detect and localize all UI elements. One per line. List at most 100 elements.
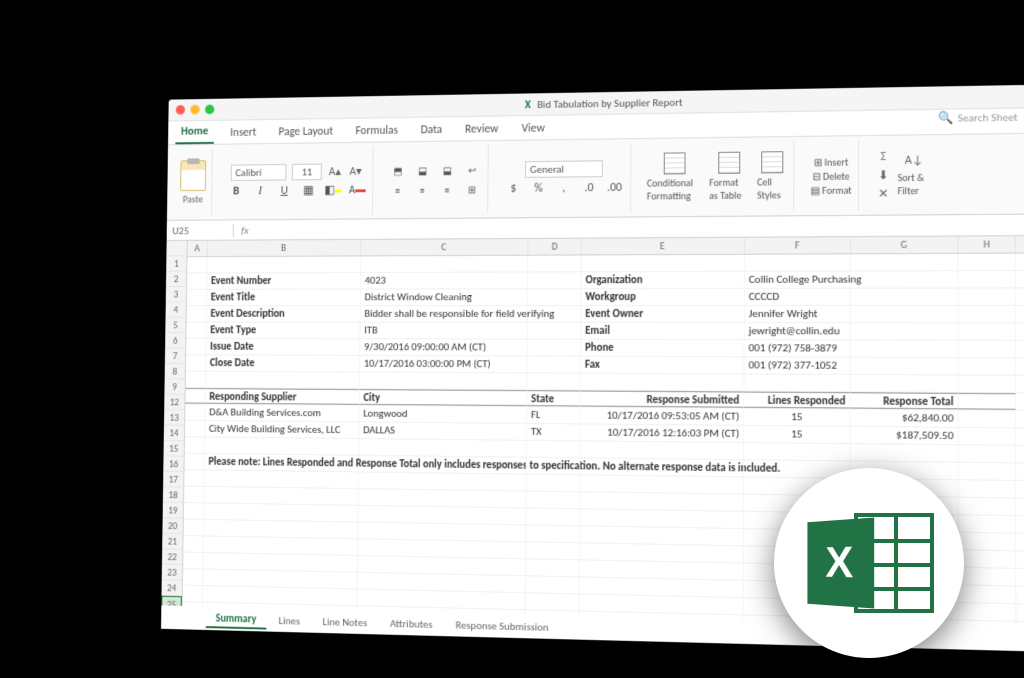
row-header[interactable]: 26 (161, 611, 181, 626)
col-a[interactable]: A (187, 241, 207, 256)
row-header[interactable]: 19 (163, 503, 183, 519)
row-header[interactable]: 7 (165, 348, 185, 363)
wrap-text-icon[interactable]: ↩ (463, 161, 482, 179)
sheet-tab-line-notes[interactable]: Line Notes (312, 612, 378, 632)
col-c[interactable]: C (361, 239, 528, 256)
col-b[interactable]: B (208, 240, 362, 256)
name-box[interactable]: U25 (167, 224, 234, 237)
align-left-icon[interactable]: ≡ (388, 181, 407, 199)
align-center-icon[interactable]: ≡ (413, 181, 432, 199)
sheet-tab-summary[interactable]: Summary (205, 608, 266, 629)
row-header[interactable]: 16 (163, 456, 183, 472)
tab-home[interactable]: Home (175, 121, 214, 144)
tab-view[interactable]: View (516, 118, 551, 140)
decrease-decimal-icon[interactable]: .00 (605, 178, 625, 196)
cell-submitted[interactable]: 10/17/2016 12:16:03 PM (CT) (581, 424, 745, 442)
merge-icon[interactable]: ⊞ (462, 180, 481, 198)
cell-total[interactable]: $62,840.00 (851, 410, 959, 427)
clear-icon[interactable]: ✕ (875, 185, 891, 201)
col-g[interactable]: G (851, 237, 959, 254)
paste-icon[interactable] (180, 160, 206, 191)
autosum-icon[interactable]: Σ (875, 149, 891, 165)
row-header[interactable]: 23 (162, 565, 182, 581)
align-top-icon[interactable]: ⬒ (388, 162, 407, 180)
fill-icon[interactable]: ⬇ (875, 167, 891, 183)
format-as-table-button[interactable]: Format as Table (709, 152, 749, 202)
col-e[interactable]: E (582, 238, 745, 255)
increase-font-icon[interactable]: A▴ (327, 163, 342, 179)
row-header[interactable]: 14 (164, 425, 184, 441)
row-header[interactable]: 25 (161, 596, 181, 612)
cell-total[interactable]: $187,509.50 (851, 427, 959, 444)
increase-decimal-icon[interactable]: .0 (579, 179, 599, 197)
cell-styles-button[interactable]: Cell Styles (757, 151, 787, 201)
tab-formulas[interactable]: Formulas (350, 120, 404, 142)
col-h[interactable]: H (959, 236, 1016, 253)
insert-icon[interactable]: ⊞ (814, 155, 823, 168)
row-header[interactable]: 9 (164, 379, 184, 395)
tab-insert[interactable]: Insert (225, 122, 262, 144)
row-header[interactable]: 6 (165, 333, 185, 348)
format-icon[interactable]: ▤ (810, 183, 820, 196)
bold-button[interactable]: B (227, 182, 246, 199)
currency-icon[interactable]: $ (504, 179, 523, 197)
cell-city[interactable]: Longwood (359, 406, 527, 423)
delete-label[interactable]: Delete (823, 169, 850, 182)
tab-data[interactable]: Data (415, 119, 448, 141)
cell-lines[interactable]: 15 (744, 426, 850, 443)
format-label[interactable]: Format (822, 183, 852, 196)
cell-supplier[interactable]: City Wide Building Services, LLC (205, 421, 359, 438)
row-header[interactable]: 21 (162, 534, 182, 550)
border-button[interactable]: ▦ (299, 182, 318, 200)
number-format-select[interactable]: General (525, 160, 603, 178)
decrease-font-icon[interactable]: A▾ (348, 163, 363, 179)
conditional-formatting-button[interactable]: Conditional Formatting (647, 152, 702, 202)
row-header[interactable]: 13 (164, 410, 184, 426)
sheet-tab-response-submission[interactable]: Response Submission (445, 615, 560, 637)
row-header[interactable]: 2 (166, 272, 186, 287)
cell-submitted[interactable]: 10/17/2016 09:53:05 AM (CT) (581, 407, 745, 424)
cell-city[interactable]: DALLAS (359, 422, 527, 439)
row-header[interactable]: 17 (163, 472, 183, 488)
tab-review[interactable]: Review (459, 118, 504, 140)
row-header[interactable]: 24 (161, 580, 181, 596)
maximize-window-button[interactable] (205, 105, 214, 115)
sheet-tab-attributes[interactable]: Attributes (380, 613, 444, 633)
italic-button[interactable]: I (251, 182, 270, 200)
comma-icon[interactable]: , (554, 179, 574, 197)
font-color-button[interactable]: A (348, 181, 367, 199)
row-header[interactable]: 4 (166, 302, 186, 317)
row-header[interactable]: 5 (165, 318, 185, 333)
formula-input[interactable] (256, 225, 1024, 230)
row-header[interactable]: 8 (165, 364, 185, 380)
ribbon-search[interactable]: 🔍 Search Sheet (938, 110, 1017, 126)
insert-label[interactable]: Insert (824, 155, 848, 168)
cell-state[interactable]: FL (527, 407, 581, 423)
row-header[interactable]: 22 (162, 549, 182, 565)
row-header[interactable]: 20 (162, 518, 182, 534)
tab-page-layout[interactable]: Page Layout (273, 121, 339, 143)
minimize-window-button[interactable] (190, 105, 199, 115)
cell-lines[interactable]: 15 (744, 409, 850, 426)
align-bottom-icon[interactable]: ⬓ (438, 161, 457, 179)
align-right-icon[interactable]: ≡ (438, 181, 457, 199)
row-header[interactable]: 1 (166, 256, 186, 271)
col-d[interactable]: D (528, 239, 582, 255)
col-f[interactable]: F (745, 237, 851, 254)
fill-color-button[interactable]: ◧ (323, 181, 342, 199)
font-size-select[interactable]: 11 (292, 163, 322, 180)
percent-icon[interactable]: % (529, 179, 548, 197)
row-header[interactable]: 3 (166, 287, 186, 302)
row-header[interactable]: 18 (163, 487, 183, 503)
font-name-select[interactable]: Calibri (231, 164, 287, 181)
row-header[interactable]: 15 (164, 441, 184, 457)
sort-filter-button[interactable]: A↓ Sort & Filter (898, 152, 931, 197)
delete-icon[interactable]: ⊟ (812, 169, 821, 182)
cell-state[interactable]: TX (527, 424, 581, 440)
sheet-tab-lines[interactable]: Lines (268, 611, 310, 631)
row-header[interactable]: 12 (164, 395, 184, 411)
close-window-button[interactable] (176, 105, 185, 115)
cell-supplier[interactable]: D&A Building Services.com (205, 405, 359, 422)
underline-button[interactable]: U (275, 182, 294, 200)
align-middle-icon[interactable]: ⬓ (413, 161, 432, 179)
